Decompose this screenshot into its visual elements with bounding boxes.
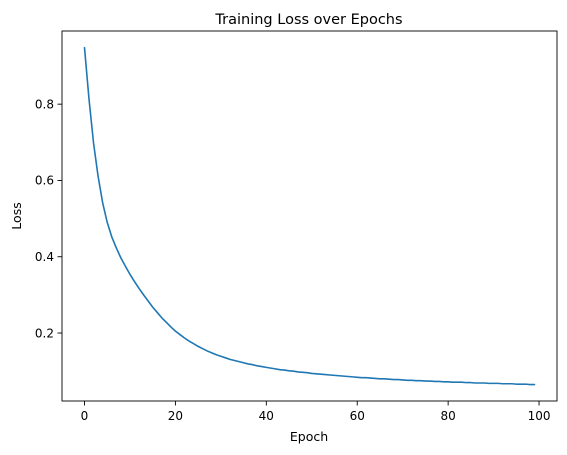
y-tick-label: 0.6 <box>35 174 54 188</box>
y-axis: 0.2 0.4 0.6 0.8 <box>35 97 62 340</box>
x-tick-label: 40 <box>259 409 274 423</box>
x-tick-label: 80 <box>440 409 455 423</box>
x-axis-label: Epoch <box>290 429 328 444</box>
y-axis-label: Loss <box>9 202 24 229</box>
x-tick-label: 20 <box>168 409 183 423</box>
x-tick-label: 100 <box>528 409 551 423</box>
x-axis: 0 20 40 60 80 100 <box>81 401 551 423</box>
x-tick-label: 60 <box>350 409 365 423</box>
axes-frame <box>61 30 558 402</box>
series-line <box>83 46 536 386</box>
x-tick-label: 0 <box>81 409 89 423</box>
plot-area <box>61 30 558 402</box>
y-tick-label: 0.2 <box>35 326 54 340</box>
y-tick-label: 0.4 <box>35 250 54 264</box>
chart-title: Training Loss over Epochs <box>214 12 402 28</box>
y-tick-label: 0.8 <box>35 97 54 111</box>
